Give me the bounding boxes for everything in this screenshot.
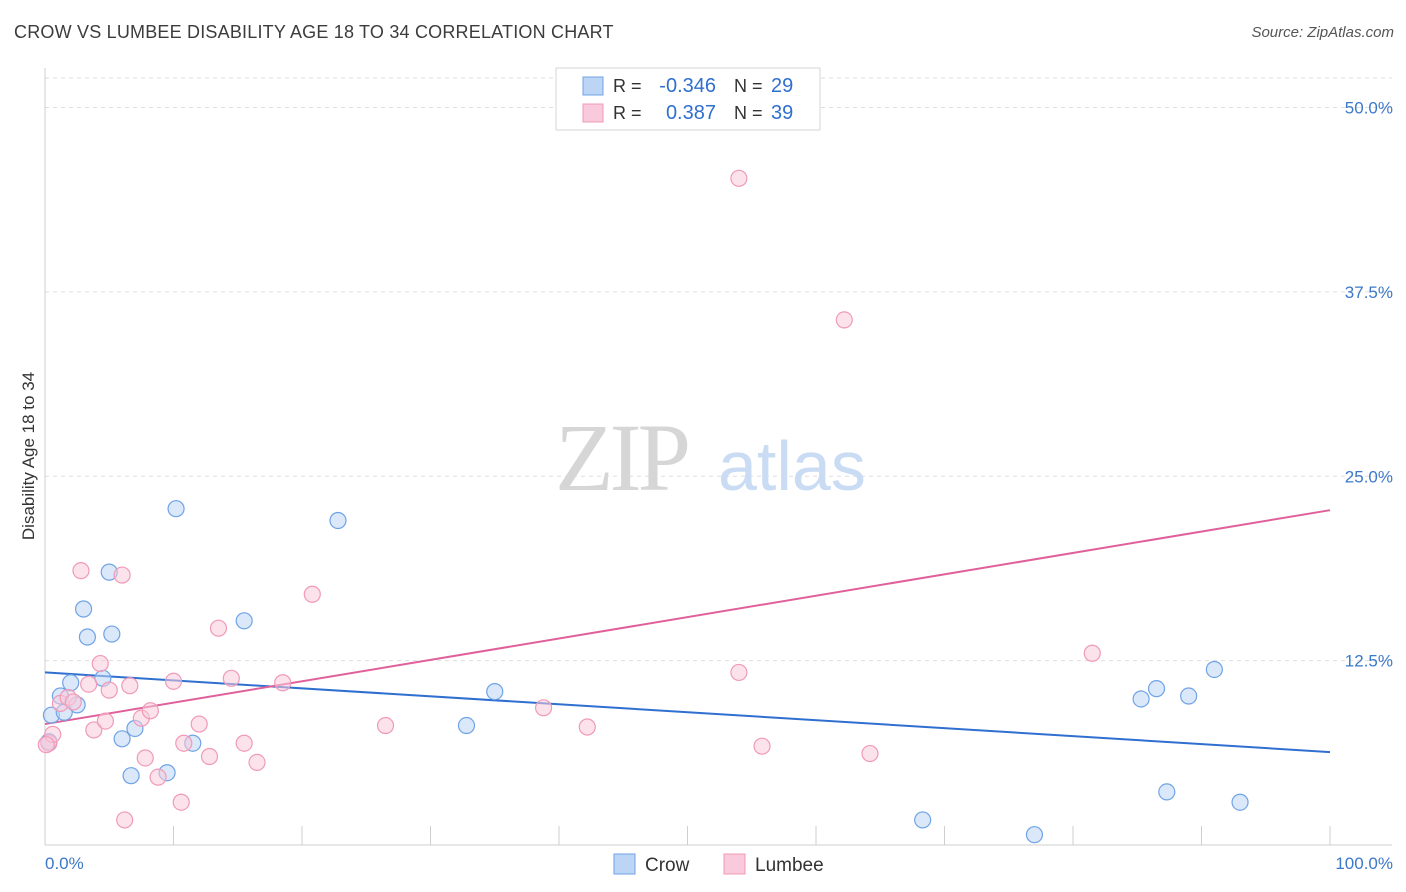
lumbee-point bbox=[91, 654, 109, 673]
lumbee-point bbox=[1083, 644, 1101, 662]
crow-point bbox=[78, 628, 97, 646]
lumbee-point bbox=[80, 675, 98, 693]
crow-point bbox=[1180, 687, 1198, 705]
trend-lines bbox=[44, 509, 1331, 754]
crow-legend-swatch bbox=[582, 76, 604, 96]
lumbee-point bbox=[172, 793, 190, 811]
lumbee-point bbox=[730, 169, 748, 187]
legend-n-label: N = bbox=[734, 103, 763, 123]
crow-point bbox=[1025, 826, 1044, 844]
y-axis-label: Disability Age 18 to 34 bbox=[19, 372, 38, 540]
lumbee-point bbox=[85, 721, 103, 739]
lumbee-point bbox=[164, 672, 183, 690]
crow-point bbox=[74, 600, 93, 618]
crow-point bbox=[457, 716, 476, 735]
axes: 12.5% 25.0% 37.5% 50.0% 0.0% 100.0% bbox=[44, 68, 1393, 873]
lumbee-point bbox=[376, 716, 395, 735]
lumbee-point bbox=[96, 712, 114, 730]
crow-trend-line bbox=[44, 671, 1331, 754]
legend-stats: R = -0.346 N = 29 R = 0.387 N = 39 bbox=[555, 67, 821, 131]
lumbee-point bbox=[861, 744, 879, 763]
lumbee-point bbox=[190, 715, 208, 733]
lumbee-point bbox=[141, 702, 159, 720]
lumbee-point bbox=[121, 677, 139, 695]
lumbee-point bbox=[578, 718, 596, 736]
crow-point bbox=[235, 612, 253, 630]
crow-point bbox=[329, 511, 347, 530]
lumbee-point bbox=[200, 747, 219, 766]
lumbee-point bbox=[100, 681, 118, 699]
y-tick-label: 50.0% bbox=[1345, 99, 1393, 118]
legend-series: Crow Lumbee bbox=[613, 853, 824, 876]
legend-r-label: R = bbox=[613, 76, 642, 96]
lumbee-point bbox=[534, 699, 553, 717]
crow-point bbox=[167, 500, 185, 518]
crow-point bbox=[103, 625, 121, 643]
lumbee-legend-swatch bbox=[582, 103, 604, 123]
lumbee-point bbox=[209, 619, 228, 637]
crow-point bbox=[914, 811, 932, 829]
data-points bbox=[37, 169, 1249, 844]
crow-point bbox=[1205, 660, 1223, 679]
crow-point bbox=[122, 767, 140, 785]
watermark: ZIP atlas bbox=[555, 404, 866, 511]
lumbee-point bbox=[235, 734, 253, 752]
legend-r-value: -0.346 bbox=[659, 75, 716, 97]
lumbee-point bbox=[248, 753, 266, 772]
crow-point bbox=[1158, 783, 1176, 801]
legend-n-value: 39 bbox=[771, 102, 793, 124]
crow-point bbox=[486, 682, 504, 701]
lumbee-point bbox=[303, 585, 321, 603]
lumbee-point bbox=[835, 311, 853, 329]
lumbee-point bbox=[72, 562, 90, 580]
chart-title: CROW VS LUMBEE DISABILITY AGE 18 TO 34 C… bbox=[14, 22, 614, 42]
crow-point bbox=[1132, 690, 1150, 708]
legend-r-value: 0.387 bbox=[666, 102, 716, 124]
legend-r-label: R = bbox=[613, 103, 642, 123]
chart-source: Source: ZipAtlas.com bbox=[1251, 24, 1394, 41]
lumbee-point bbox=[175, 734, 193, 752]
crow-point bbox=[1147, 680, 1166, 698]
legend-n-value: 29 bbox=[771, 75, 793, 97]
y-tick-label: 37.5% bbox=[1345, 283, 1393, 302]
y-tick-label: 12.5% bbox=[1345, 652, 1393, 671]
crow-legend-label: Crow bbox=[645, 855, 690, 876]
crow-point bbox=[62, 674, 80, 692]
gridlines bbox=[45, 77, 1392, 662]
lumbee-point bbox=[274, 674, 292, 692]
legend-n-label: N = bbox=[734, 76, 763, 96]
lumbee-point bbox=[730, 663, 748, 682]
lumbee-point bbox=[37, 736, 55, 754]
lumbee-point bbox=[136, 749, 154, 767]
lumbee-point bbox=[753, 737, 771, 755]
y-tick-label: 25.0% bbox=[1345, 467, 1393, 486]
x-tick-label: 100.0% bbox=[1335, 854, 1393, 873]
lumbee-point bbox=[64, 693, 82, 711]
lumbee-legend-label: Lumbee bbox=[755, 855, 824, 876]
svg-text:ZIP: ZIP bbox=[555, 404, 688, 511]
lumbee-legend-swatch bbox=[723, 853, 746, 875]
lumbee-trend-line bbox=[44, 509, 1331, 726]
lumbee-point bbox=[222, 669, 240, 687]
lumbee-point bbox=[116, 811, 134, 829]
lumbee-point bbox=[149, 768, 167, 786]
svg-text:atlas: atlas bbox=[718, 427, 866, 505]
lumbee-point bbox=[113, 566, 131, 584]
crow-point bbox=[1231, 793, 1249, 811]
crow-point bbox=[113, 730, 131, 748]
x-tick-label: 0.0% bbox=[45, 854, 84, 873]
crow-legend-swatch bbox=[613, 853, 636, 875]
